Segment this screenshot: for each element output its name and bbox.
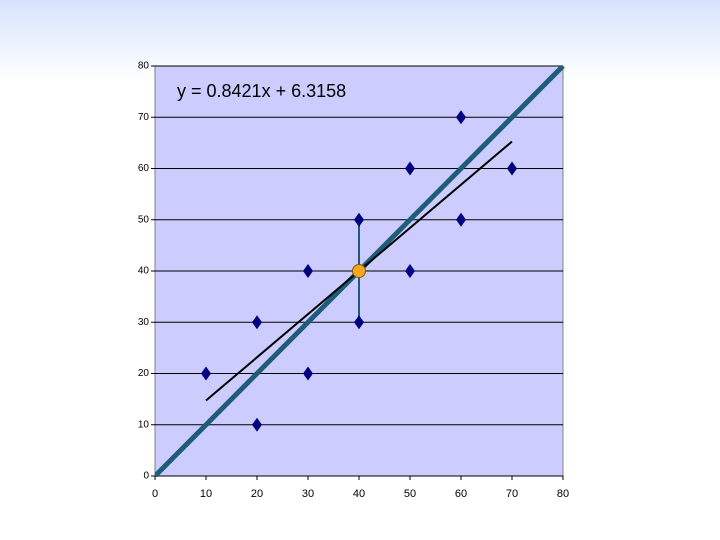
- y-tick-label: 30: [138, 317, 150, 328]
- y-tick-label: 80: [138, 61, 150, 72]
- x-tick-label: 0: [152, 488, 158, 500]
- x-tick-label: 40: [353, 488, 365, 500]
- data-point: [405, 161, 415, 176]
- data-point: [456, 212, 466, 227]
- y-tick-label: 50: [138, 214, 150, 225]
- trendline-equation: y = 0.8421x + 6.3158: [177, 81, 346, 101]
- x-tick-label: 70: [506, 488, 518, 500]
- x-tick-label: 80: [557, 488, 569, 500]
- data-point: [507, 161, 517, 176]
- data-point: [252, 315, 262, 330]
- data-point: [303, 264, 313, 278]
- x-tick-label: 60: [455, 488, 467, 500]
- x-tick-label: 50: [404, 488, 416, 500]
- y-tick-label: 70: [138, 112, 150, 123]
- x-tick-label: 10: [200, 488, 212, 500]
- y-tick-label: 10: [138, 419, 150, 430]
- y-tick-label: 40: [138, 266, 150, 277]
- data-point: [354, 212, 364, 227]
- data-point: [201, 366, 211, 381]
- data-point: [405, 264, 415, 278]
- data-point: [252, 417, 262, 432]
- y-tick-label: 20: [138, 368, 150, 379]
- x-tick-label: 30: [302, 488, 314, 500]
- x-tick-label: 20: [251, 488, 263, 500]
- equation-background: [173, 78, 351, 104]
- y-tick-label: 60: [138, 163, 150, 174]
- data-point: [354, 315, 364, 330]
- data-point: [456, 110, 466, 125]
- mean-point: [352, 264, 366, 278]
- data-point: [303, 366, 313, 381]
- y-tick-label: 0: [143, 471, 149, 482]
